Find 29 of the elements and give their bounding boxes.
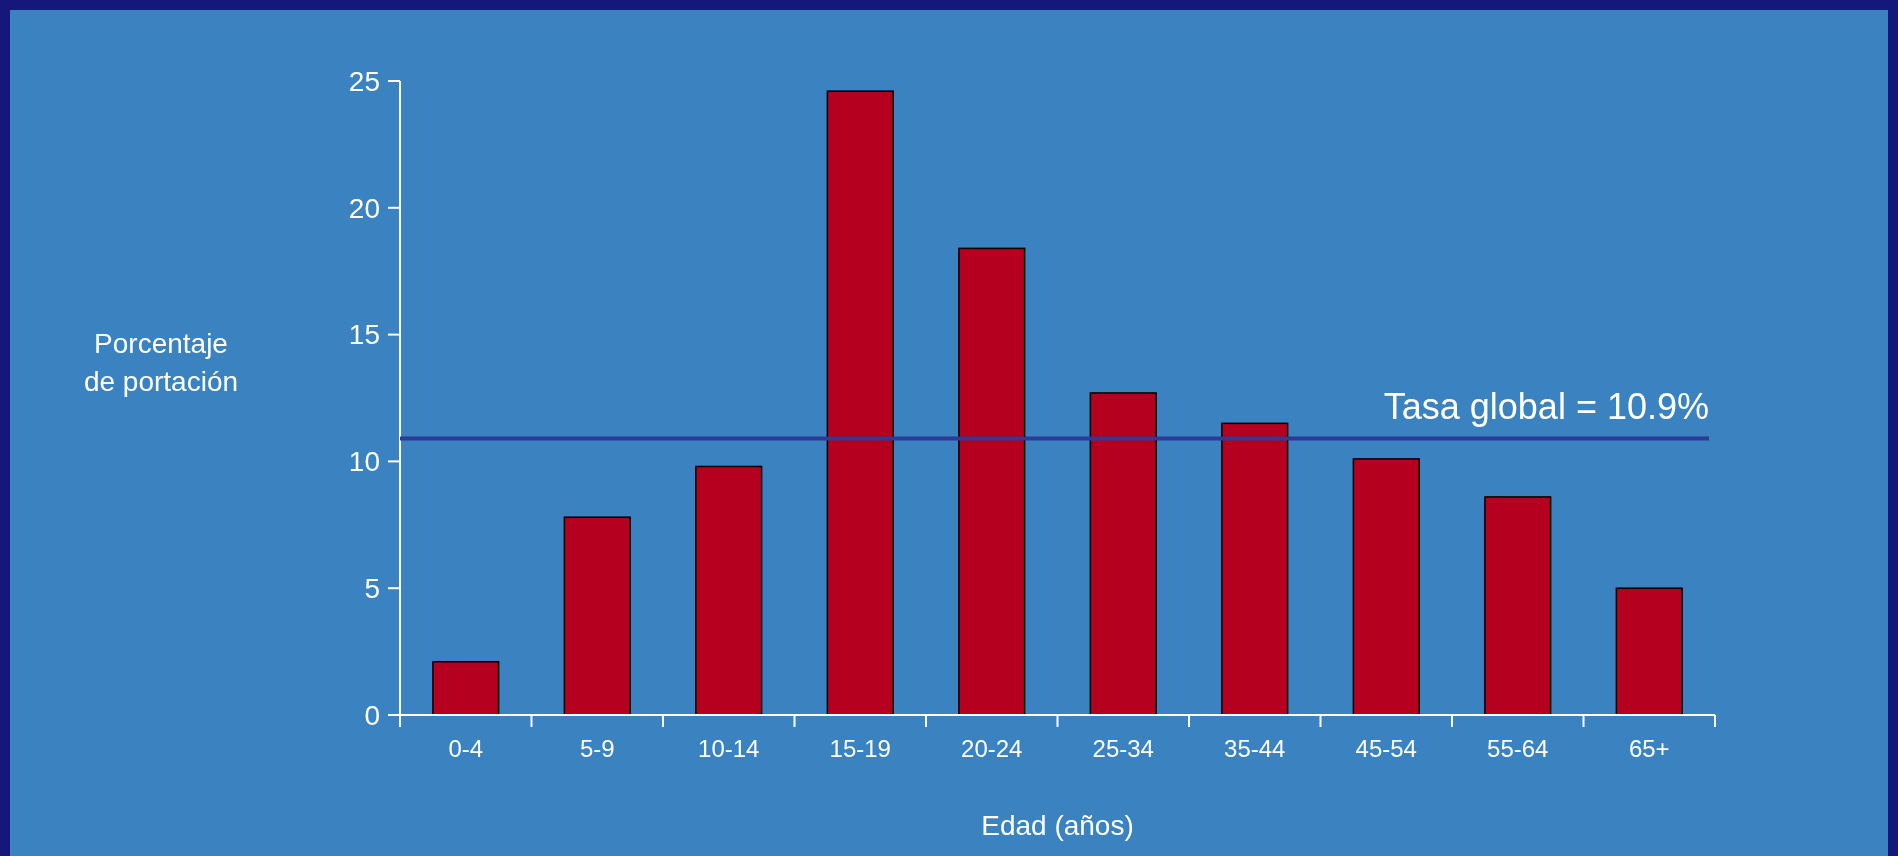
bar [1615,587,1683,716]
x-tick-label: 15-19 [829,735,891,762]
bar [1484,496,1552,716]
x-tick-label: 25-34 [1092,735,1154,762]
bar [563,516,631,716]
bar [432,660,500,716]
x-tick-label: 0-4 [448,735,484,762]
ref-line-label: Tasa global = 10.9% [1383,385,1709,427]
x-tick-label: 65+ [1628,735,1670,762]
y-tick-label: 15 [348,319,380,351]
x-tick-label: 20-24 [961,735,1023,762]
x-tick-label: 10-14 [698,735,760,762]
y-tick-label: 5 [364,573,380,604]
bar [1352,458,1420,716]
y-tick-label: 10 [348,446,380,478]
y-tick-label: 20 [348,192,380,224]
bar [695,465,763,716]
y-axis-title: Porcentaje de portación [83,328,239,397]
x-axis-title: Edad (años) [981,810,1134,841]
x-tick-label: 35-44 [1224,735,1286,762]
x-tick-label: 5-9 [579,735,615,762]
bar [1221,422,1289,716]
y-tick-label: 25 [348,65,380,97]
x-tick-label: 45-54 [1355,735,1417,762]
bar [958,247,1026,716]
bar [1089,392,1157,716]
y-tick-label: 0 [364,699,380,731]
bar [826,90,894,716]
x-tick-label: 55-64 [1487,735,1549,762]
